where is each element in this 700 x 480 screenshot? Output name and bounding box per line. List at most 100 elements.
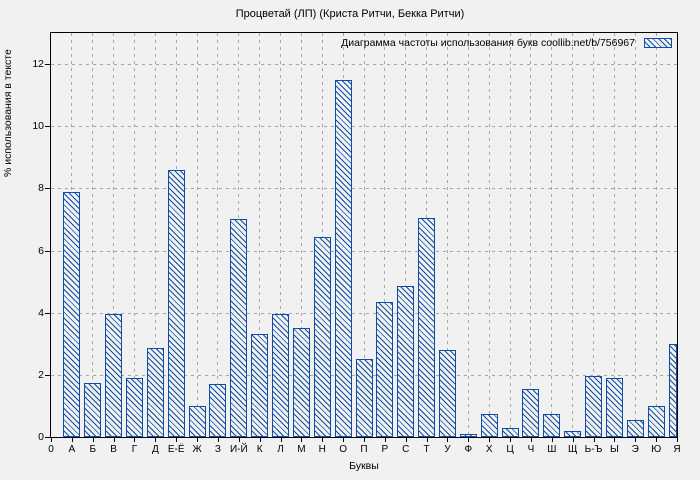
v-gridline-Ь-Ъ xyxy=(593,33,595,437)
x-tick-mark xyxy=(635,438,637,442)
v-gridline-П xyxy=(363,33,365,437)
x-tick-label-Л: Л xyxy=(277,444,284,455)
x-tick-label-И-Й: И-Й xyxy=(229,444,248,455)
v-gridline-Х xyxy=(488,33,490,437)
bar-В xyxy=(105,314,123,437)
x-tick-mark xyxy=(405,438,407,442)
x-tick-label-Щ: Щ xyxy=(567,444,578,455)
bar-П xyxy=(355,359,373,437)
x-tick-label-О: О xyxy=(339,444,348,455)
x-tick-mark xyxy=(551,438,553,442)
bar-Я xyxy=(668,343,677,437)
x-tick-label-Т: Т xyxy=(423,444,430,455)
y-tick-mark xyxy=(45,312,50,314)
x-tick-label-Ж: Ж xyxy=(192,444,202,455)
v-gridline-Д xyxy=(154,33,156,437)
v-gridline-Ж xyxy=(196,33,198,437)
x-tick-mark xyxy=(364,438,365,442)
x-tick-mark xyxy=(593,438,595,442)
v-gridline-Г xyxy=(133,33,135,437)
v-gridline-Ф xyxy=(467,33,469,437)
y-tick-mark xyxy=(45,188,50,190)
y-tick-label-2: 2 xyxy=(38,368,44,381)
x-tick-label-Х: Х xyxy=(485,444,493,455)
v-gridline-Р xyxy=(384,33,386,437)
x-tick-mark xyxy=(384,438,386,442)
x-tick-mark xyxy=(322,438,324,442)
bar-К xyxy=(251,334,269,437)
x-tick-label-Р: Р xyxy=(381,444,389,455)
x-tick-label-Б: Б xyxy=(89,444,96,455)
y-tick-label-12: 12 xyxy=(32,58,44,71)
x-tick-label-Е-Ё: Е-Ё xyxy=(167,444,185,455)
x-tick-mark xyxy=(71,438,73,442)
bar-Ы xyxy=(605,377,623,437)
x-tick-label-Э: Э xyxy=(631,444,639,455)
v-gridline-Ч xyxy=(530,33,532,437)
y-tick-label-6: 6 xyxy=(38,244,44,257)
x-tick-label-П: П xyxy=(360,444,368,455)
bar-И-Й xyxy=(230,219,248,437)
bar-Г xyxy=(125,377,143,437)
v-gridline-К xyxy=(259,33,261,437)
bar-У xyxy=(438,350,456,437)
x-tick-mark xyxy=(92,438,94,442)
bar-Б xyxy=(84,382,102,437)
bar-Ф xyxy=(459,433,477,437)
x-tick-mark xyxy=(510,438,512,442)
x-tick-label-Ю: Ю xyxy=(651,444,662,455)
x-tick-label-Ф: Ф xyxy=(464,444,473,455)
x-tick-mark xyxy=(217,438,219,442)
x-tick-label-Ч: Ч xyxy=(527,444,535,455)
y-tick-label-8: 8 xyxy=(38,182,44,195)
x-tick-mark xyxy=(280,438,282,442)
x-tick-mark xyxy=(51,438,52,442)
x-tick-mark xyxy=(197,438,199,442)
x-tick-mark xyxy=(176,438,178,442)
bar-Э xyxy=(626,419,644,437)
x-tick-mark xyxy=(113,438,115,442)
x-tick-label-У: У xyxy=(444,444,451,455)
legend-swatch-icon xyxy=(644,38,672,48)
x-tick-label-Ы: Ы xyxy=(609,444,619,455)
x-tick-mark xyxy=(614,438,616,442)
bar-Ю xyxy=(647,405,665,437)
bar-С xyxy=(397,286,415,437)
bar-Ь-Ъ xyxy=(585,376,603,437)
bar-Р xyxy=(376,301,394,437)
x-tick-label-0: 0 xyxy=(48,444,54,455)
x-tick-mark xyxy=(343,438,345,442)
x-tick-mark xyxy=(301,438,303,442)
y-tick-mark xyxy=(45,64,50,66)
bar-О xyxy=(334,79,352,437)
x-tick-label-Д: Д xyxy=(151,444,159,455)
y-tick-label-10: 10 xyxy=(32,120,44,133)
x-tick-mark xyxy=(572,438,574,442)
x-tick-mark xyxy=(677,438,678,442)
chart-title: Процветай (ЛП) (Криста Ритчи, Бекка Ритч… xyxy=(235,8,465,20)
bar-Ч xyxy=(522,388,540,437)
legend: Диаграмма частоты использования букв coo… xyxy=(341,37,672,49)
y-tick-mark xyxy=(45,437,50,438)
bar-Д xyxy=(146,348,164,437)
v-gridline-Ы xyxy=(613,33,615,437)
bar-Щ xyxy=(564,430,582,437)
x-tick-label-А: А xyxy=(68,444,76,455)
bar-Л xyxy=(272,314,290,437)
x-tick-mark xyxy=(426,438,428,442)
x-tick-mark xyxy=(489,438,491,442)
v-gridline-З xyxy=(217,33,219,437)
bar-М xyxy=(292,328,310,437)
bar-Ш xyxy=(543,413,561,437)
x-tick-mark xyxy=(530,438,532,442)
v-gridline-Э xyxy=(634,33,636,437)
x-tick-label-К: К xyxy=(256,444,263,455)
x-tick-mark xyxy=(259,438,261,442)
v-gridline-Ц xyxy=(509,33,511,437)
v-gridline-В xyxy=(113,33,115,437)
v-gridline-М xyxy=(300,33,302,437)
x-tick-mark xyxy=(134,438,136,442)
v-gridline-Л xyxy=(280,33,282,437)
x-tick-label-Я: Я xyxy=(673,444,681,455)
